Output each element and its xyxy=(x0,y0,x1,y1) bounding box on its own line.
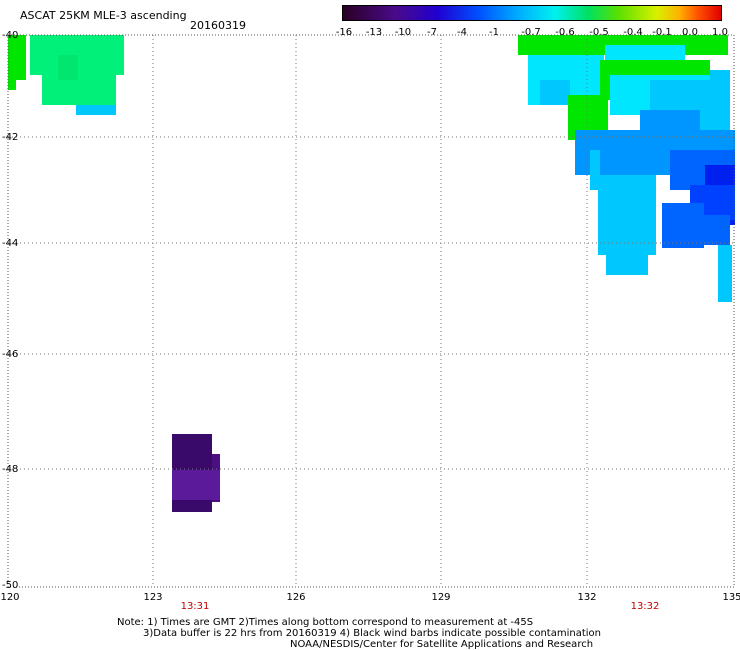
latitude-label: -46 xyxy=(2,349,19,360)
longitude-label: 120 xyxy=(0,592,20,603)
colorbar-label: -7 xyxy=(427,27,437,38)
wind-data-top-left xyxy=(8,35,124,115)
footer-note-line-2: 3)Data buffer is 22 hrs from 20160319 4)… xyxy=(143,628,601,639)
footer-credit: NOAA/NESDIS/Center for Satellite Applica… xyxy=(290,639,594,650)
wind-data-purple-patch xyxy=(172,434,220,512)
longitude-label: 129 xyxy=(431,592,451,603)
colorbar-label: -0.6 xyxy=(555,27,575,38)
colorbar-label: 0.0 xyxy=(682,27,698,38)
footer-note-line-1: Note: 1) Times are GMT 2)Times along bot… xyxy=(117,617,534,628)
colorbar-label: -16 xyxy=(335,27,353,38)
latitude-label: -44 xyxy=(2,238,19,249)
latitude-label: -40 xyxy=(2,30,19,41)
colorbar-label: -0.7 xyxy=(521,27,541,38)
colorbar-label: -10 xyxy=(394,27,412,38)
longitude-label: 126 xyxy=(286,592,306,603)
latitude-label: -50 xyxy=(2,580,19,591)
measurement-time: 13:32 xyxy=(630,601,660,612)
map-grid xyxy=(8,35,734,587)
colorbar-label: -0.1 xyxy=(652,27,672,38)
colorbar xyxy=(342,5,722,21)
longitude-label: 123 xyxy=(143,592,163,603)
latitude-label: -42 xyxy=(2,132,19,143)
colorbar-label: -0.4 xyxy=(623,27,643,38)
latitude-label: -48 xyxy=(2,464,19,475)
wind-data-top-right xyxy=(518,35,735,302)
measurement-time: 13:31 xyxy=(180,601,210,612)
map-title: ASCAT 25KM MLE-3 ascending xyxy=(20,9,187,22)
colorbar-label: -0.5 xyxy=(589,27,609,38)
map-frame xyxy=(7,34,735,588)
colorbar-label: -1 xyxy=(489,27,499,38)
map-date: 20160319 xyxy=(190,19,246,32)
colorbar-label: -4 xyxy=(457,27,467,38)
colorbar-label: 1.0 xyxy=(712,27,728,38)
colorbar-label: -13 xyxy=(365,27,383,38)
longitude-label: 135 xyxy=(722,592,740,603)
longitude-label: 132 xyxy=(577,592,597,603)
